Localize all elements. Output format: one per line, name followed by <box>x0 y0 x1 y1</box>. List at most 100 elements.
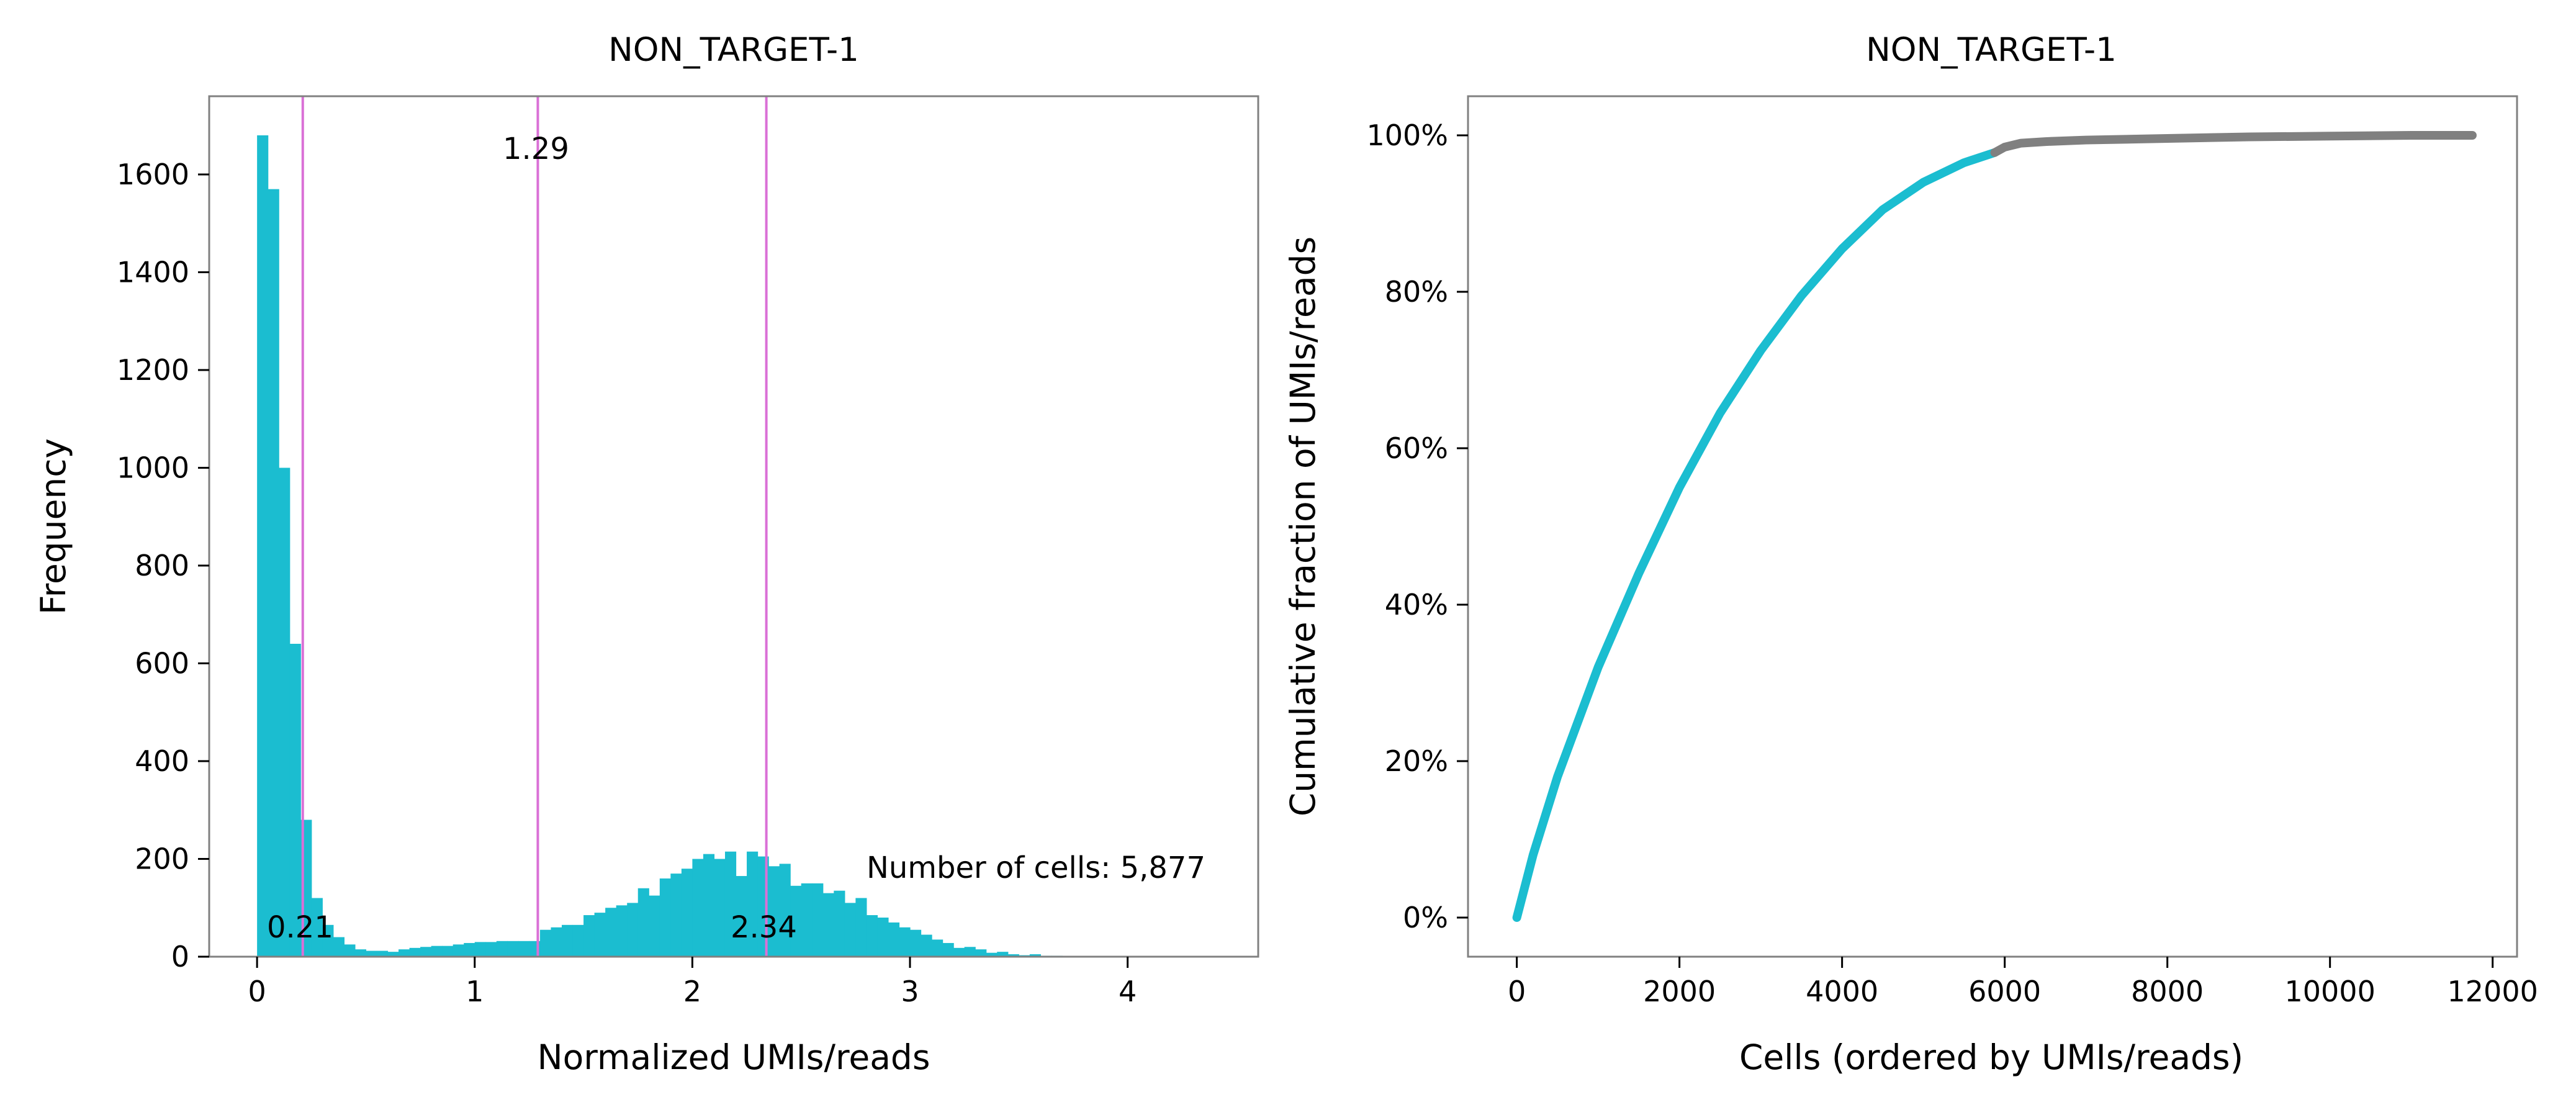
histogram-bar <box>279 467 290 957</box>
cumulative-curve <box>1512 131 2477 922</box>
histogram-bar <box>518 941 530 957</box>
histogram-bar <box>659 878 671 957</box>
histogram-bar <box>507 941 519 957</box>
histogram-bar <box>322 924 334 957</box>
histogram-bar <box>834 890 845 957</box>
x-tick-label: 8000 <box>2131 975 2204 1008</box>
histogram-bar <box>997 952 1009 957</box>
histogram-bar <box>812 883 824 957</box>
x-tick-label: 2000 <box>1643 975 1716 1008</box>
x-tick-label: 4000 <box>1806 975 1878 1008</box>
histogram-bar <box>409 947 421 957</box>
histogram-bar <box>932 939 943 957</box>
y-tick-label: 80% <box>1385 275 1448 309</box>
histogram-bar <box>790 885 802 957</box>
histogram-bar <box>333 937 345 957</box>
cumulative-y-label: Cumulative fraction of UMIs/reads <box>1283 237 1323 816</box>
histogram-bar <box>703 854 715 957</box>
histogram-bar <box>692 859 704 957</box>
threshold-label-low: 0.21 <box>267 910 333 945</box>
histogram-bar <box>464 942 475 957</box>
histogram-bar <box>801 883 813 957</box>
histogram-bar <box>964 947 976 957</box>
cumulative-x-label: Cells (ordered by UMIs/reads) <box>1739 1037 2243 1077</box>
histogram-bar <box>431 946 443 957</box>
y-tick-label: 60% <box>1385 431 1448 465</box>
histogram-bar <box>311 898 323 957</box>
histogram-bar <box>942 942 954 957</box>
histogram-bar <box>474 942 486 957</box>
curve-segment-tail <box>1990 131 2477 157</box>
histogram-bar <box>877 918 889 957</box>
cumulative-x-ticks: 0 2000 4000 6000 8000 10000 12000 <box>1508 957 2538 1008</box>
histogram-bar <box>605 908 617 957</box>
histogram-bar <box>289 644 301 957</box>
curve-segment-main <box>1512 148 1999 922</box>
histogram-bar <box>714 859 726 957</box>
histogram-bar <box>616 905 628 957</box>
x-tick-label: 3 <box>901 975 919 1008</box>
y-tick-label: 0 <box>171 940 189 973</box>
histogram-bar <box>1007 954 1019 957</box>
histogram-frame <box>208 95 1259 958</box>
histogram-bar <box>736 876 747 957</box>
histogram-bars <box>257 135 1085 957</box>
histogram-bar <box>344 944 356 957</box>
x-tick-label: 10000 <box>2285 975 2376 1008</box>
cumulative-y-ticks: 0% 20% 40% 60% 80% 100% <box>1366 119 1468 934</box>
y-tick-label: 600 <box>135 647 189 680</box>
histogram-bar <box>1029 954 1041 957</box>
histogram-bar <box>387 952 399 957</box>
cumulative-frame <box>1467 95 2518 958</box>
threshold-lines <box>301 96 768 957</box>
x-tick-label: 2 <box>683 975 701 1008</box>
histogram-bar <box>594 913 606 957</box>
histogram-bar <box>442 946 454 957</box>
cumulative-panel: NON_TARGET-1 0 2000 4000 6000 8000 10000 12000… <box>1283 31 2538 1077</box>
x-tick-label: 0 <box>248 975 266 1008</box>
threshold-label-high: 2.34 <box>731 910 797 945</box>
histogram-bar <box>399 949 410 957</box>
histogram-title: NON_TARGET-1 <box>608 31 859 69</box>
histogram-x-ticks: 0 1 2 3 4 <box>248 957 1137 1008</box>
histogram-bar <box>376 950 389 957</box>
histogram-bar <box>724 851 737 957</box>
histogram-bar <box>888 922 900 957</box>
histogram-bar <box>420 947 432 957</box>
histogram-bar <box>855 898 867 957</box>
threshold-label-mid: 1.29 <box>503 132 569 166</box>
histogram-bar <box>844 903 856 957</box>
x-tick-label: 12000 <box>2448 975 2538 1008</box>
y-tick-label: 800 <box>135 549 189 582</box>
histogram-bar <box>670 873 682 957</box>
y-tick-label: 200 <box>135 842 189 876</box>
y-tick-label: 1400 <box>117 256 189 289</box>
histogram-bar <box>921 934 932 957</box>
y-tick-label: 1600 <box>117 158 189 191</box>
histogram-bar <box>779 864 791 957</box>
histogram-bar <box>747 851 759 957</box>
histogram-bar <box>910 929 922 957</box>
y-tick-label: 1200 <box>117 353 189 387</box>
histogram-y-ticks: 0 200 400 600 800 1000 1200 1400 1600 <box>117 158 209 973</box>
histogram-bar <box>866 915 878 957</box>
x-tick-label: 0 <box>1508 975 1526 1008</box>
histogram-bar <box>485 942 497 957</box>
histogram-x-label: Normalized UMIs/reads <box>537 1037 930 1077</box>
y-tick-label: 400 <box>135 744 189 778</box>
histogram-bar <box>572 924 584 957</box>
histogram-panel: NON_TARGET-1 0 1 2 3 4 0 200 400 600 800 1000 1200… <box>34 31 1259 1077</box>
x-tick-label: 1 <box>466 975 484 1008</box>
histogram-bar <box>986 952 998 957</box>
y-tick-label: 40% <box>1385 588 1448 621</box>
histogram-bar <box>681 869 693 957</box>
histogram-bar <box>539 929 552 957</box>
histogram-bar <box>366 950 377 957</box>
histogram-bar <box>649 895 660 957</box>
histogram-bar <box>975 949 987 957</box>
histogram-bar <box>562 924 574 957</box>
y-tick-label: 1000 <box>117 451 189 485</box>
histogram-bar <box>257 135 269 957</box>
cell-count-label: Number of cells: 5,877 <box>867 851 1205 885</box>
